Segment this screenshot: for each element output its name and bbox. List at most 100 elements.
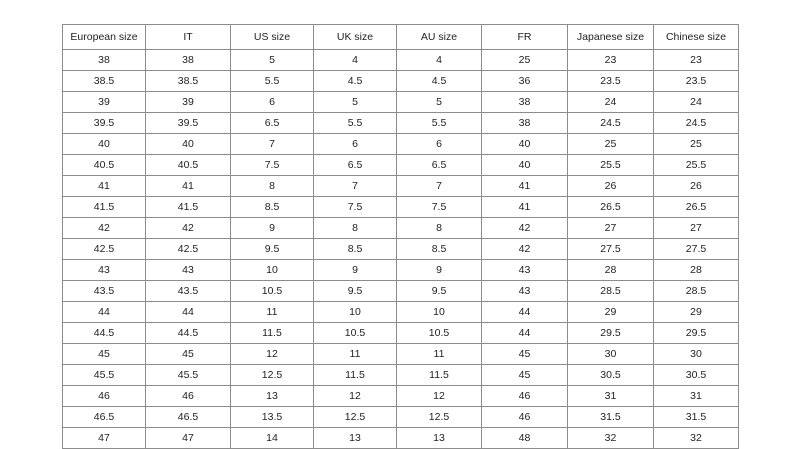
table-cell: 43 bbox=[145, 259, 231, 281]
table-cell: 6 bbox=[313, 133, 397, 155]
table-cell: 26.5 bbox=[653, 196, 739, 218]
table-cell: 7 bbox=[313, 175, 397, 197]
table-cell: 42.5 bbox=[145, 238, 231, 260]
table-cell: 11 bbox=[313, 343, 397, 365]
table-cell: 25 bbox=[481, 49, 568, 71]
table-cell: 23 bbox=[653, 49, 739, 71]
table-cell: 38 bbox=[481, 112, 568, 134]
table-cell: 8.5 bbox=[396, 238, 482, 260]
table-cell: 40 bbox=[62, 133, 146, 155]
table-cell: 27 bbox=[653, 217, 739, 239]
table-cell: 26 bbox=[567, 175, 654, 197]
table-cell: 27 bbox=[567, 217, 654, 239]
table-cell: 44 bbox=[62, 301, 146, 323]
table-cell: 26.5 bbox=[567, 196, 654, 218]
table-row: 41.5 41.5 8.5 7.5 7.5 41 26.5 26.5 bbox=[62, 196, 739, 218]
table-cell: 11 bbox=[396, 343, 482, 365]
table-row: 45.5 45.5 12.5 11.5 11.5 45 30.5 30.5 bbox=[62, 364, 739, 386]
table-cell: 5 bbox=[396, 91, 482, 113]
table-cell: 44 bbox=[481, 301, 568, 323]
table-cell: 25.5 bbox=[567, 154, 654, 176]
table-cell: 7 bbox=[230, 133, 314, 155]
table-cell: 30 bbox=[567, 343, 654, 365]
table-cell: 39 bbox=[145, 91, 231, 113]
table-body: 38 38 5 4 4 25 23 23 38.5 38.5 5.5 4.5 4.5 36 23.5 23.5… bbox=[62, 49, 739, 449]
table-cell: 12 bbox=[396, 385, 482, 407]
table-cell: 23 bbox=[567, 49, 654, 71]
table-cell: 10.5 bbox=[396, 322, 482, 344]
table-cell: 41 bbox=[62, 175, 146, 197]
table-row: 43 43 10 9 9 43 28 28 bbox=[62, 259, 739, 281]
table-cell: 40.5 bbox=[62, 154, 146, 176]
table-cell: 23.5 bbox=[653, 70, 739, 92]
table-cell: 36 bbox=[481, 70, 568, 92]
table-cell: 12.5 bbox=[396, 406, 482, 428]
table-cell: 46.5 bbox=[145, 406, 231, 428]
table-cell: 43 bbox=[62, 259, 146, 281]
table-cell: 32 bbox=[653, 427, 739, 449]
size-conversion-table: European size IT US size UK size AU size FR Ja… bbox=[62, 24, 739, 449]
table-cell: 42.5 bbox=[62, 238, 146, 260]
table-cell: 6 bbox=[230, 91, 314, 113]
table-cell: 38 bbox=[481, 91, 568, 113]
table-row: 44.5 44.5 11.5 10.5 10.5 44 29.5 29.5 bbox=[62, 322, 739, 344]
table-cell: 44.5 bbox=[62, 322, 146, 344]
table-cell: 38.5 bbox=[145, 70, 231, 92]
column-header: IT bbox=[145, 24, 231, 50]
table-cell: 45.5 bbox=[62, 364, 146, 386]
table-cell: 41 bbox=[145, 175, 231, 197]
table-row: 46.5 46.5 13.5 12.5 12.5 46 31.5 31.5 bbox=[62, 406, 739, 428]
table-cell: 11.5 bbox=[313, 364, 397, 386]
table-cell: 5.5 bbox=[230, 70, 314, 92]
table-header-row: European size IT US size UK size AU size FR Ja… bbox=[62, 24, 739, 50]
table-cell: 10.5 bbox=[230, 280, 314, 302]
table-cell: 41 bbox=[481, 196, 568, 218]
table-cell: 45 bbox=[481, 343, 568, 365]
table-cell: 12 bbox=[230, 343, 314, 365]
table-cell: 6.5 bbox=[230, 112, 314, 134]
table-row: 43.5 43.5 10.5 9.5 9.5 43 28.5 28.5 bbox=[62, 280, 739, 302]
table-cell: 41.5 bbox=[145, 196, 231, 218]
table-row: 45 45 12 11 11 45 30 30 bbox=[62, 343, 739, 365]
table-cell: 41.5 bbox=[62, 196, 146, 218]
table-cell: 13 bbox=[396, 427, 482, 449]
table-cell: 28.5 bbox=[653, 280, 739, 302]
table-cell: 45.5 bbox=[145, 364, 231, 386]
table-cell: 40 bbox=[145, 133, 231, 155]
table-row: 38.5 38.5 5.5 4.5 4.5 36 23.5 23.5 bbox=[62, 70, 739, 92]
table-cell: 42 bbox=[62, 217, 146, 239]
table-row: 39 39 6 5 5 38 24 24 bbox=[62, 91, 739, 113]
table-cell: 29 bbox=[567, 301, 654, 323]
table-cell: 45 bbox=[62, 343, 146, 365]
column-header: FR bbox=[481, 24, 568, 50]
table-cell: 9 bbox=[396, 259, 482, 281]
table-cell: 42 bbox=[481, 238, 568, 260]
column-header: Japanese size bbox=[567, 24, 654, 50]
table-cell: 11.5 bbox=[396, 364, 482, 386]
table-cell: 30 bbox=[653, 343, 739, 365]
table-row: 47 47 14 13 13 48 32 32 bbox=[62, 427, 739, 449]
table-cell: 8.5 bbox=[230, 196, 314, 218]
table-cell: 23.5 bbox=[567, 70, 654, 92]
table-cell: 8 bbox=[313, 217, 397, 239]
table-cell: 46 bbox=[145, 385, 231, 407]
table-cell: 31 bbox=[567, 385, 654, 407]
table-cell: 29.5 bbox=[653, 322, 739, 344]
table-cell: 31.5 bbox=[567, 406, 654, 428]
table-cell: 47 bbox=[145, 427, 231, 449]
table-cell: 42 bbox=[481, 217, 568, 239]
table-cell: 44.5 bbox=[145, 322, 231, 344]
table-cell: 25 bbox=[567, 133, 654, 155]
table-cell: 47 bbox=[62, 427, 146, 449]
table-cell: 9.5 bbox=[313, 280, 397, 302]
column-header: UK size bbox=[313, 24, 397, 50]
table-row: 39.5 39.5 6.5 5.5 5.5 38 24.5 24.5 bbox=[62, 112, 739, 134]
table-cell: 24.5 bbox=[653, 112, 739, 134]
table-cell: 39 bbox=[62, 91, 146, 113]
table-cell: 10 bbox=[313, 301, 397, 323]
table-cell: 8 bbox=[396, 217, 482, 239]
column-header: US size bbox=[230, 24, 314, 50]
table-cell: 27.5 bbox=[653, 238, 739, 260]
table-cell: 31.5 bbox=[653, 406, 739, 428]
table-cell: 45 bbox=[481, 364, 568, 386]
